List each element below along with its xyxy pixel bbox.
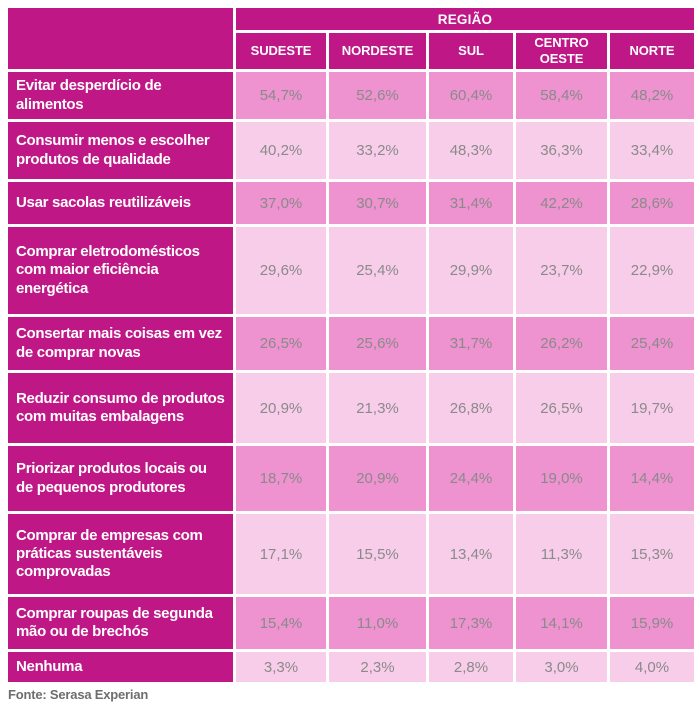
value-cell: 29,9% [429,227,513,314]
value-cell: 15,3% [610,514,695,594]
table-row: Priorizar produtos locais ou de pequenos… [8,446,695,511]
value-cell: 11,0% [329,597,426,649]
value-cell: 36,3% [516,122,607,179]
value-cell: 26,5% [516,373,607,443]
value-cell: 52,6% [329,72,426,119]
row-label: Reduzir consumo de produtos com muitas e… [8,373,233,443]
value-cell: 60,4% [429,72,513,119]
value-cell: 20,9% [236,373,326,443]
table-row: Comprar roupas de segunda mão ou de brec… [8,597,695,649]
value-cell: 33,4% [610,122,695,179]
value-cell: 48,2% [610,72,695,119]
value-cell: 17,3% [429,597,513,649]
value-cell: 18,7% [236,446,326,511]
value-cell: 26,8% [429,373,513,443]
row-label: Consumir menos e escolher produtos de qu… [8,122,233,179]
value-cell: 13,4% [429,514,513,594]
row-label: Comprar roupas de segunda mão ou de brec… [8,597,233,649]
row-label: Evitar desperdício de alimentos [8,72,233,119]
row-label: Nenhuma [8,652,233,682]
value-cell: 31,7% [429,317,513,370]
value-cell: 14,4% [610,446,695,511]
value-cell: 29,6% [236,227,326,314]
value-cell: 23,7% [516,227,607,314]
source-note: Fonte: Serasa Experian [8,687,149,702]
value-cell: 31,4% [429,182,513,224]
value-cell: 22,9% [610,227,695,314]
value-cell: 2,8% [429,652,513,682]
value-cell: 14,1% [516,597,607,649]
table-row: Consertar mais coisas em vez de comprar … [8,317,695,370]
value-cell: 21,3% [329,373,426,443]
value-cell: 26,5% [236,317,326,370]
table-row: Comprar de empresas com práticas sustent… [8,514,695,594]
row-label: Usar sacolas reutilizáveis [8,182,233,224]
value-cell: 19,0% [516,446,607,511]
value-cell: 3,3% [236,652,326,682]
column-header-sudeste: SUDESTE [236,33,326,69]
value-cell: 19,7% [610,373,695,443]
value-cell: 42,2% [516,182,607,224]
value-cell: 15,5% [329,514,426,594]
value-cell: 11,3% [516,514,607,594]
value-cell: 33,2% [329,122,426,179]
value-cell: 15,9% [610,597,695,649]
value-cell: 3,0% [516,652,607,682]
value-cell: 28,6% [610,182,695,224]
value-cell: 25,6% [329,317,426,370]
value-cell: 54,7% [236,72,326,119]
value-cell: 15,4% [236,597,326,649]
value-cell: 25,4% [610,317,695,370]
column-header-norte: NORTE [610,33,695,69]
row-label: Comprar eletrodomésticos com maior efici… [8,227,233,314]
region-header: REGIÃO [236,8,695,30]
table-row: Consumir menos e escolher produtos de qu… [8,122,695,179]
value-cell: 40,2% [236,122,326,179]
value-cell: 20,9% [329,446,426,511]
value-cell: 37,0% [236,182,326,224]
value-cell: 30,7% [329,182,426,224]
value-cell: 25,4% [329,227,426,314]
value-cell: 58,4% [516,72,607,119]
value-cell: 24,4% [429,446,513,511]
value-cell: 48,3% [429,122,513,179]
row-label: Priorizar produtos locais ou de pequenos… [8,446,233,511]
value-cell: 26,2% [516,317,607,370]
table-row: Usar sacolas reutilizáveis 37,0% 30,7% 3… [8,182,695,224]
value-cell: 4,0% [610,652,695,682]
region-table: REGIÃO SUDESTE NORDESTE SUL CENTRO OESTE… [5,5,697,685]
table-row: Nenhuma 3,3% 2,3% 2,8% 3,0% 4,0% [8,652,695,682]
table-row: Evitar desperdício de alimentos 54,7% 52… [8,72,695,119]
row-label: Comprar de empresas com práticas sustent… [8,514,233,594]
column-header-sul: SUL [429,33,513,69]
table-row: Reduzir consumo de produtos com muitas e… [8,373,695,443]
value-cell: 17,1% [236,514,326,594]
corner-cell [8,8,233,69]
column-header-centro-oeste: CENTRO OESTE [516,33,607,69]
value-cell: 2,3% [329,652,426,682]
column-header-nordeste: NORDESTE [329,33,426,69]
row-label: Consertar mais coisas em vez de comprar … [8,317,233,370]
table-row: Comprar eletrodomésticos com maior efici… [8,227,695,314]
